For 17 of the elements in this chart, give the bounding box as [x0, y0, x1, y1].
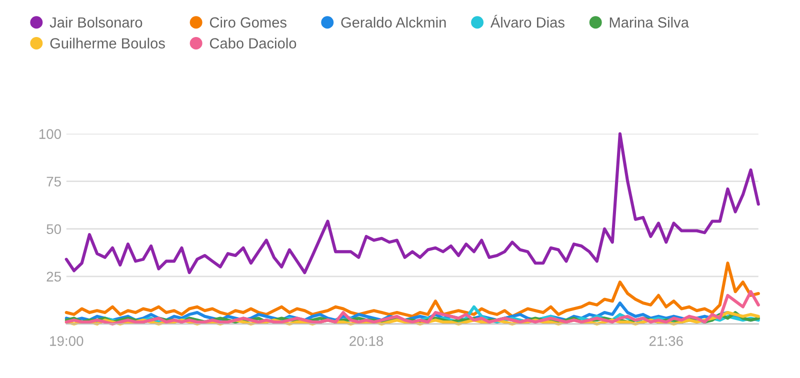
line-series — [64, 132, 760, 274]
y-tick-label: 25 — [46, 272, 61, 282]
x-tick-label: 20:18 — [350, 336, 384, 346]
y-tick-label: 50 — [46, 224, 61, 234]
legend-label: Ciro Gomes — [210, 16, 286, 28]
y-tick-label: 100 — [39, 129, 61, 139]
line-series — [64, 262, 760, 318]
legend-label: Marina Silva — [610, 16, 689, 28]
line-series — [64, 290, 760, 326]
y-tick-label: 75 — [46, 176, 61, 187]
legend-label: Álvaro Dias — [490, 14, 564, 28]
legend-label: Guilherme Boulos — [50, 38, 165, 49]
x-tick-label: 21:36 — [649, 336, 683, 346]
legend-label: Geraldo Alckmin — [341, 16, 446, 28]
x-tick-label: 19:00 — [50, 336, 84, 346]
legend-label: Jair Bolsonaro — [50, 16, 142, 28]
legend-label: Cabo Daciolo — [210, 38, 296, 49]
